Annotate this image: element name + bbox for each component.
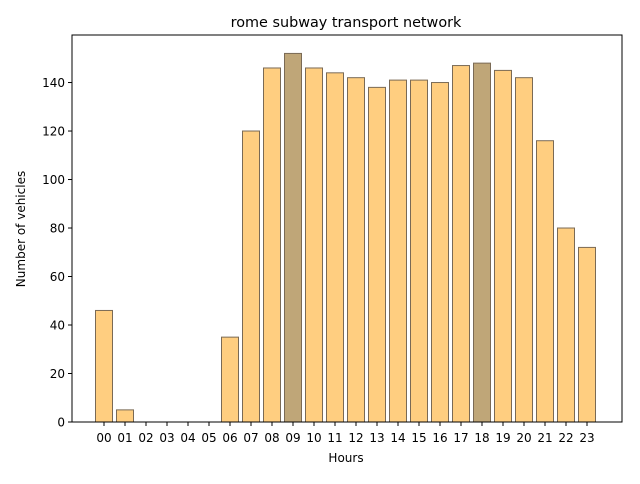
x-tick-label-23: 23 (579, 431, 594, 445)
bar-15 (410, 79, 428, 423)
x-tick-label-16: 16 (432, 431, 447, 445)
x-tick-label-14: 14 (390, 431, 405, 445)
bar-16 (431, 82, 449, 423)
x-axis: 00 01 02 03 04 05 06 07 08 09 10 11 12 13 14 15 16 17 18 19… (96, 422, 595, 445)
bar-19 (494, 69, 512, 423)
x-tick-label-18: 18 (474, 431, 489, 445)
chart-title: rome subway transport network (231, 15, 462, 31)
y-tick-label-120: 120 (42, 125, 65, 139)
plot-frame (71, 34, 623, 423)
bar-06 (221, 336, 239, 423)
x-tick-label-15: 15 (411, 431, 426, 445)
bar-20 (515, 77, 533, 423)
y-tick-label-100: 100 (42, 173, 65, 187)
x-tick-label-11: 11 (327, 431, 342, 445)
x-tick-label-13: 13 (369, 431, 384, 445)
bar-23 (578, 246, 596, 423)
x-tick-label-19: 19 (495, 431, 510, 445)
bar-21 (536, 140, 554, 423)
y-tick-label-0: 0 (57, 416, 65, 430)
bar-12 (347, 77, 365, 423)
x-tick-label-05: 05 (201, 431, 216, 445)
bars-group (95, 52, 596, 423)
y-tick-label-20: 20 (50, 367, 65, 381)
x-tick-label-06: 06 (222, 431, 237, 445)
x-tick-label-03: 03 (159, 431, 174, 445)
bar-08 (263, 67, 281, 423)
bar-17 (452, 65, 470, 423)
x-tick-label-00: 00 (96, 431, 111, 445)
bar-07 (242, 130, 260, 423)
y-tick-label-60: 60 (50, 270, 65, 284)
x-tick-label-02: 02 (138, 431, 153, 445)
bar-09 (284, 52, 302, 423)
x-tick-label-12: 12 (348, 431, 363, 445)
bar-18 (473, 62, 491, 423)
x-tick-label-20: 20 (516, 431, 531, 445)
x-axis-label: Hours (328, 451, 363, 465)
bar-00 (95, 309, 113, 423)
x-tick-label-04: 04 (180, 431, 195, 445)
x-tick-label-07: 07 (243, 431, 258, 445)
bar-01 (116, 409, 134, 423)
bar-22 (557, 227, 575, 423)
x-tick-label-09: 09 (285, 431, 300, 445)
x-tick-label-22: 22 (558, 431, 573, 445)
x-tick-label-21: 21 (537, 431, 552, 445)
bar-14 (389, 79, 407, 423)
y-tick-label-80: 80 (50, 222, 65, 236)
bar-10 (305, 67, 323, 423)
bar-11 (326, 72, 344, 423)
y-tick-label-140: 140 (42, 76, 65, 90)
y-axis-label: Number of vehicles (14, 171, 28, 287)
x-tick-label-10: 10 (306, 431, 321, 445)
bar-13 (368, 86, 386, 423)
x-tick-label-08: 08 (264, 431, 279, 445)
x-tick-label-17: 17 (453, 431, 468, 445)
y-axis: 0 20 40 60 80 100 120 140 (42, 76, 72, 430)
x-tick-label-01: 01 (117, 431, 132, 445)
y-tick-label-40: 40 (50, 319, 65, 333)
